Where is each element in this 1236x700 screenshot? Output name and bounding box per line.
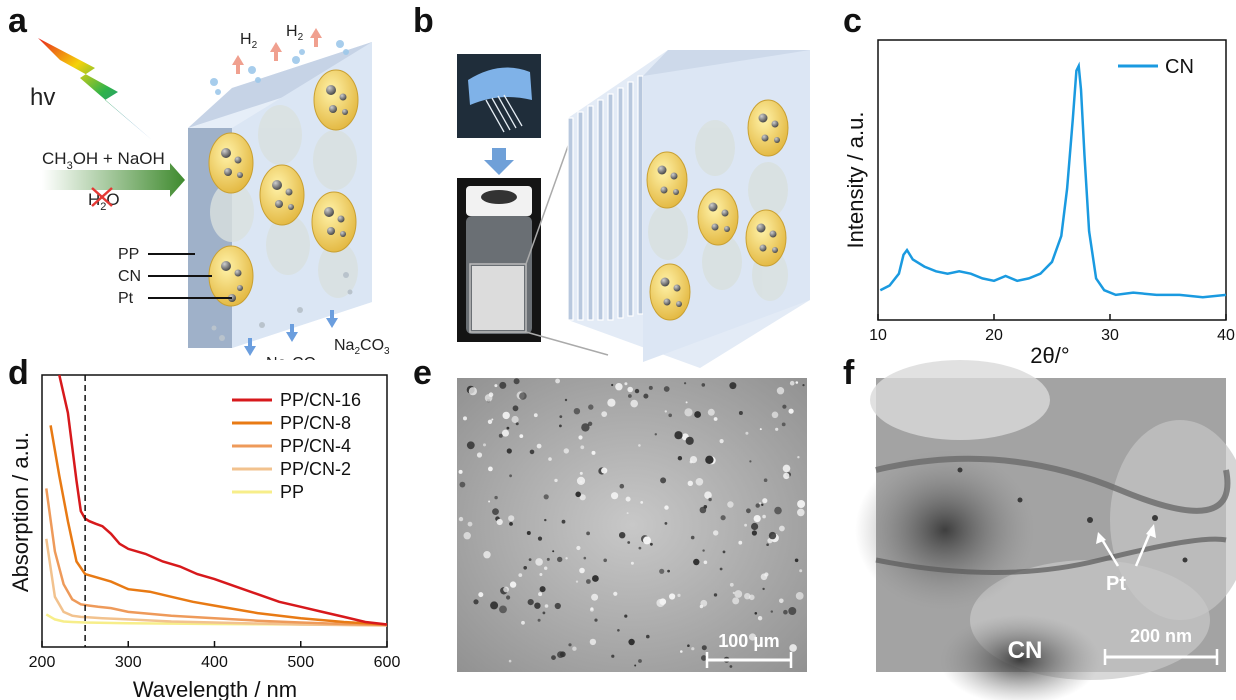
uvvis-legend-label: PP/CN-2	[280, 459, 351, 479]
panel-label-a: a	[8, 2, 27, 40]
pp-cn-disc-group	[208, 69, 359, 307]
uvvis-legend-label: PP	[280, 482, 304, 502]
xrd-plot-frame	[877, 39, 1227, 321]
uvvis-x-tick-label: 200	[29, 654, 56, 671]
layer-label-cn: CN	[118, 268, 141, 285]
xrd-x-tick-label: 10	[869, 327, 887, 344]
down-arrow-icon	[484, 148, 514, 175]
uvvis-x-label: Wavelength / nm	[133, 677, 297, 700]
uvvis-legend-label: PP/CN-4	[280, 436, 351, 456]
panel-label-e: e	[413, 354, 432, 392]
hv-label: hv	[30, 84, 55, 111]
lightning-icon	[38, 38, 152, 140]
uvvis-series-line	[49, 425, 388, 626]
xrd-x-label: 2θ/°	[1030, 343, 1069, 368]
xrd-y-label: Intensity / a.u.	[843, 112, 868, 249]
uvvis-x-tick-label: 600	[374, 654, 401, 671]
uvvis-legend-label: PP/CN-16	[280, 390, 361, 410]
svg-text:H2: H2	[286, 23, 304, 43]
panel-label-f: f	[843, 354, 855, 392]
sem-scalebar-label: 100 µm	[718, 631, 779, 651]
tem-cn-label: CN	[1008, 637, 1043, 664]
uvvis-y-label: Absorption / a.u.	[8, 432, 33, 592]
svg-text:Na2CO3: Na2CO3	[266, 355, 322, 360]
uvvis-x-tick-label: 300	[115, 654, 142, 671]
panel-label-c: c	[843, 2, 862, 40]
uvvis-legend-label: PP/CN-8	[280, 413, 351, 433]
tem-pt-label: Pt	[1106, 573, 1126, 595]
uvvis-x-tick-label: 400	[201, 654, 228, 671]
panel-a-schematic: hv CH3OH + NaOH H2O H2 H2 Na2CO3 N	[30, 23, 390, 360]
layer-label-pt: Pt	[118, 290, 134, 307]
xrd-chart: 10 20 30 40 CN 2θ/° Intensity / a.u.	[843, 39, 1235, 368]
xrd-series-cn	[879, 61, 1227, 299]
svg-text:CH3OH + NaOH: CH3OH + NaOH	[42, 149, 165, 172]
uvvis-x-tick-label: 500	[287, 654, 314, 671]
svg-text:Na2CO3: Na2CO3	[334, 337, 390, 357]
tem-scalebar-label: 200 nm	[1130, 626, 1192, 646]
panel-label-d: d	[8, 354, 29, 392]
uvvis-legend: PP/CN-16 PP/CN-8 PP/CN-4 PP/CN-2 PP	[232, 390, 361, 502]
xrd-x-tick-label: 30	[1101, 327, 1119, 344]
uvvis-series-line	[45, 538, 388, 627]
xrd-legend-label: CN	[1165, 56, 1194, 78]
xrd-x-tick-label: 20	[985, 327, 1003, 344]
reactant-arrow-icon	[42, 163, 185, 197]
panel-label-b: b	[413, 2, 434, 40]
svg-text:H2: H2	[240, 31, 258, 51]
layer-label-pp: PP	[118, 246, 139, 263]
panel-b-schematic	[457, 50, 810, 368]
membrane-stack	[567, 50, 810, 368]
uvvis-series-line	[45, 488, 388, 627]
xrd-x-tick-label: 40	[1217, 327, 1235, 344]
